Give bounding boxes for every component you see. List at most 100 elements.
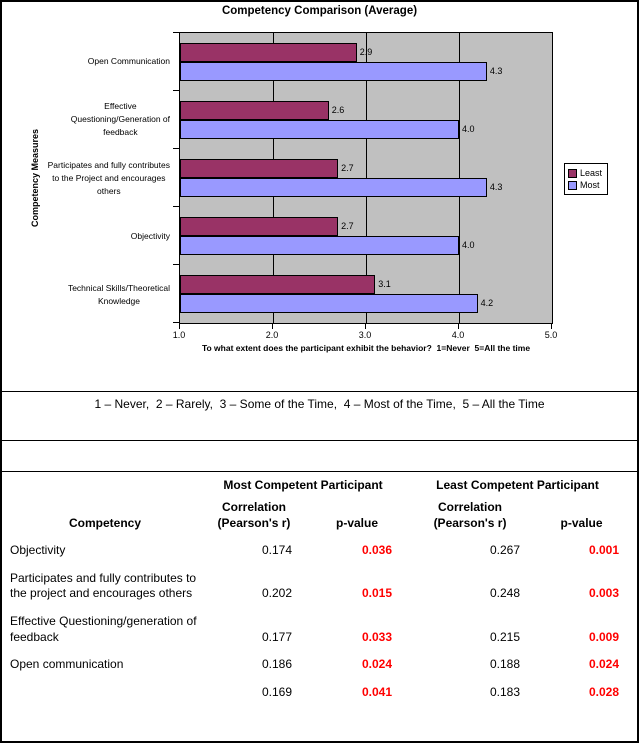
competency-cell: Effective Questioning/generation of feed… — [10, 614, 197, 644]
category-label-text: Objectivity — [130, 230, 170, 241]
least-p-value-cell: 0.009 — [589, 629, 620, 644]
category-label-text: Technical Skills/Theoretical Knowledge — [67, 282, 170, 306]
bar-most — [180, 178, 487, 198]
most-p-value-cell: 0.041 — [361, 684, 393, 699]
bar-least — [180, 100, 329, 120]
category-label-text: Participates and fully contributes to the… — [47, 159, 170, 196]
x-axis-tick-label: 1.0 — [172, 330, 186, 340]
least-correlation-cell: 0.248 — [489, 586, 521, 601]
x-axis-tick — [179, 324, 180, 329]
most-p-value-cell: 0.036 — [361, 543, 393, 558]
bar-most — [180, 294, 478, 314]
empty-header-cell — [10, 474, 200, 496]
competency-cell: Participates and fully contributes to th… — [10, 570, 197, 601]
least-p-value-cell: 0.024 — [589, 657, 620, 672]
least-series-swatch — [568, 168, 577, 178]
legend-label: Least — [580, 168, 603, 178]
table-row: 0.169 0.041 0.183 0.028 — [10, 680, 629, 708]
rating-scale-note: 1 – Never, 2 – Rarely, 3 – Some of the T… — [2, 392, 637, 441]
most-correlation-cell: 0.202 — [261, 586, 292, 601]
table-row: Participates and fully contributes to th… — [10, 566, 629, 609]
bar-least — [180, 216, 339, 236]
bar-least — [180, 42, 357, 62]
least-p-value-cell: 0.001 — [589, 543, 620, 558]
least-p-value-cell: 0.003 — [589, 586, 620, 601]
most-competent-group-header: Most Competent Participant — [223, 477, 383, 492]
y-axis-tick — [173, 322, 179, 323]
most-p-value-column-header: p-value — [336, 515, 379, 530]
chart-legend: Least Most — [564, 163, 609, 195]
bar-least — [180, 158, 339, 178]
x-axis-tick — [551, 324, 552, 329]
most-correlation-cell: 0.177 — [261, 629, 292, 644]
most-p-value-cell: 0.024 — [361, 657, 393, 672]
bar-value-label: 4.0 — [462, 124, 475, 135]
column-header-row: Competency Correlation (Pearson's r) p-v… — [10, 495, 629, 538]
category-label: Effective Questioning/Generation of feedba… — [2, 90, 174, 148]
y-axis-tick — [173, 264, 179, 265]
bar-value-label: 4.0 — [462, 240, 475, 251]
bar-value-label: 3.1 — [378, 278, 391, 289]
table-row: Objectivity 0.174 0.036 0.267 0.001 — [10, 538, 629, 566]
bar-value-label: 2.7 — [341, 162, 354, 173]
x-axis-tick-label: 5.0 — [544, 330, 558, 340]
most-correlation-cell: 0.174 — [261, 543, 292, 558]
bar-least — [180, 274, 376, 294]
x-axis-tick-label: 2.0 — [265, 330, 279, 340]
correlation-table-section: Most Competent Participant Least Compete… — [2, 472, 637, 708]
bar-value-label: 4.3 — [489, 182, 503, 193]
least-correlation-cell: 0.215 — [489, 629, 521, 644]
category-label: Participates and fully contributes to the… — [2, 149, 174, 207]
most-p-value-cell: 0.015 — [361, 586, 393, 601]
most-correlation-cell: 0.169 — [261, 684, 292, 699]
bar-value-label: 4.3 — [489, 66, 503, 77]
bar-most — [180, 120, 459, 140]
category-label: Technical Skills/Theoretical Knowledge — [2, 266, 174, 324]
category-label-text: Effective Questioning/Generation of feedba… — [70, 101, 170, 138]
bar-value-label: 4.2 — [480, 298, 494, 309]
least-correlation-column-header: Correlation (Pearson's r) — [433, 500, 507, 530]
competency-chart: Competency Comparison (Average) Competen… — [2, 2, 637, 392]
least-competent-group-header: Least Competent Participant — [436, 477, 599, 492]
most-correlation-cell: 0.186 — [261, 657, 292, 672]
bar-value-label: 2.9 — [359, 46, 373, 57]
x-axis-tick — [272, 324, 273, 329]
bar-most — [180, 62, 487, 82]
competency-column-header: Competency — [68, 515, 142, 530]
category-label: Open Communication — [2, 32, 174, 90]
chart-title: Competency Comparison (Average) — [221, 5, 418, 17]
least-p-value-cell: 0.028 — [589, 684, 620, 699]
plot-area: 2.9 4.3 2.6 4.0 2.7 4.3 2.7 4.0 3.1 4.2 — [179, 32, 553, 324]
least-correlation-cell: 0.267 — [489, 543, 521, 558]
most-p-value-cell: 0.033 — [361, 629, 393, 644]
most-correlation-column-header: Correlation (Pearson's r) — [217, 500, 291, 530]
x-axis-tick — [365, 324, 366, 329]
table-row: Effective Questioning/generation of feed… — [10, 609, 629, 652]
legend-item-most: Most — [568, 179, 602, 191]
x-axis-title: To what extent does the participant exhi… — [201, 343, 531, 353]
legend-item-least: Least — [568, 167, 602, 179]
spacer-row — [2, 441, 637, 472]
y-axis-tick — [173, 206, 179, 207]
competency-cell: Open communication — [10, 657, 124, 672]
least-p-value-column-header: p-value — [560, 515, 603, 530]
category-label-text: Open Communication — [87, 55, 170, 66]
bar-value-label: 2.7 — [341, 220, 354, 231]
most-series-swatch — [568, 180, 577, 190]
least-correlation-cell: 0.188 — [489, 657, 521, 672]
x-axis-tick-label: 4.0 — [451, 330, 465, 340]
bar-most — [180, 236, 459, 256]
category-axis-labels: Open Communication Effective Questioning/G… — [2, 32, 174, 324]
group-header-row: Most Competent Participant Least Compete… — [10, 474, 629, 496]
table-row: Open communication 0.186 0.024 0.188 0.024 — [10, 652, 629, 680]
competency-cell — [10, 680, 200, 708]
y-axis-tick — [173, 32, 179, 33]
least-correlation-cell: 0.183 — [489, 684, 521, 699]
legend-label: Most — [580, 180, 600, 190]
x-axis-tick-label: 3.0 — [358, 330, 372, 340]
competency-cell: Objectivity — [10, 543, 66, 558]
y-axis-tick — [173, 90, 179, 91]
correlation-table: Most Competent Participant Least Compete… — [10, 474, 629, 708]
category-label: Objectivity — [2, 207, 174, 265]
